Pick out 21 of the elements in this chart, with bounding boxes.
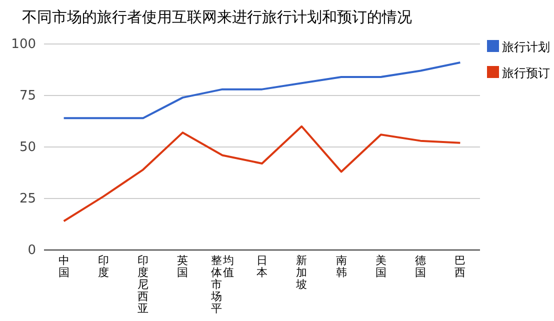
x-tick-label: 印度尼西亚 <box>137 254 150 315</box>
x-tick-label: 南韩 <box>335 254 348 281</box>
x-tick-label: 英国 <box>176 254 189 281</box>
legend-label: 旅行计划 <box>502 40 550 54</box>
y-tick-label: 100 <box>11 37 36 52</box>
x-tick-label: 日本 <box>256 254 268 281</box>
line-series <box>62 62 462 120</box>
y-tick-label: 50 <box>19 140 36 155</box>
legend-label: 旅行预订 <box>502 66 550 80</box>
chart-title: 不同市场的旅行者使用互联网来进行旅行计划和预订的情况 <box>22 8 412 26</box>
x-tick-label: 德国 <box>414 254 427 281</box>
y-tick-label: 0 <box>28 243 36 258</box>
x-tick-label: 印度 <box>97 254 110 281</box>
x-tick-label: 巴西 <box>454 254 466 281</box>
y-tick-label: 25 <box>19 192 36 206</box>
y-tick-label: 75 <box>19 88 36 104</box>
x-tick-label: 美国 <box>374 254 387 281</box>
line-series <box>62 125 462 222</box>
category-label: 整体市场平均值 <box>210 254 234 315</box>
x-tick-label: 新加坡 <box>296 254 308 293</box>
x-tick-label: 中国 <box>58 254 70 281</box>
